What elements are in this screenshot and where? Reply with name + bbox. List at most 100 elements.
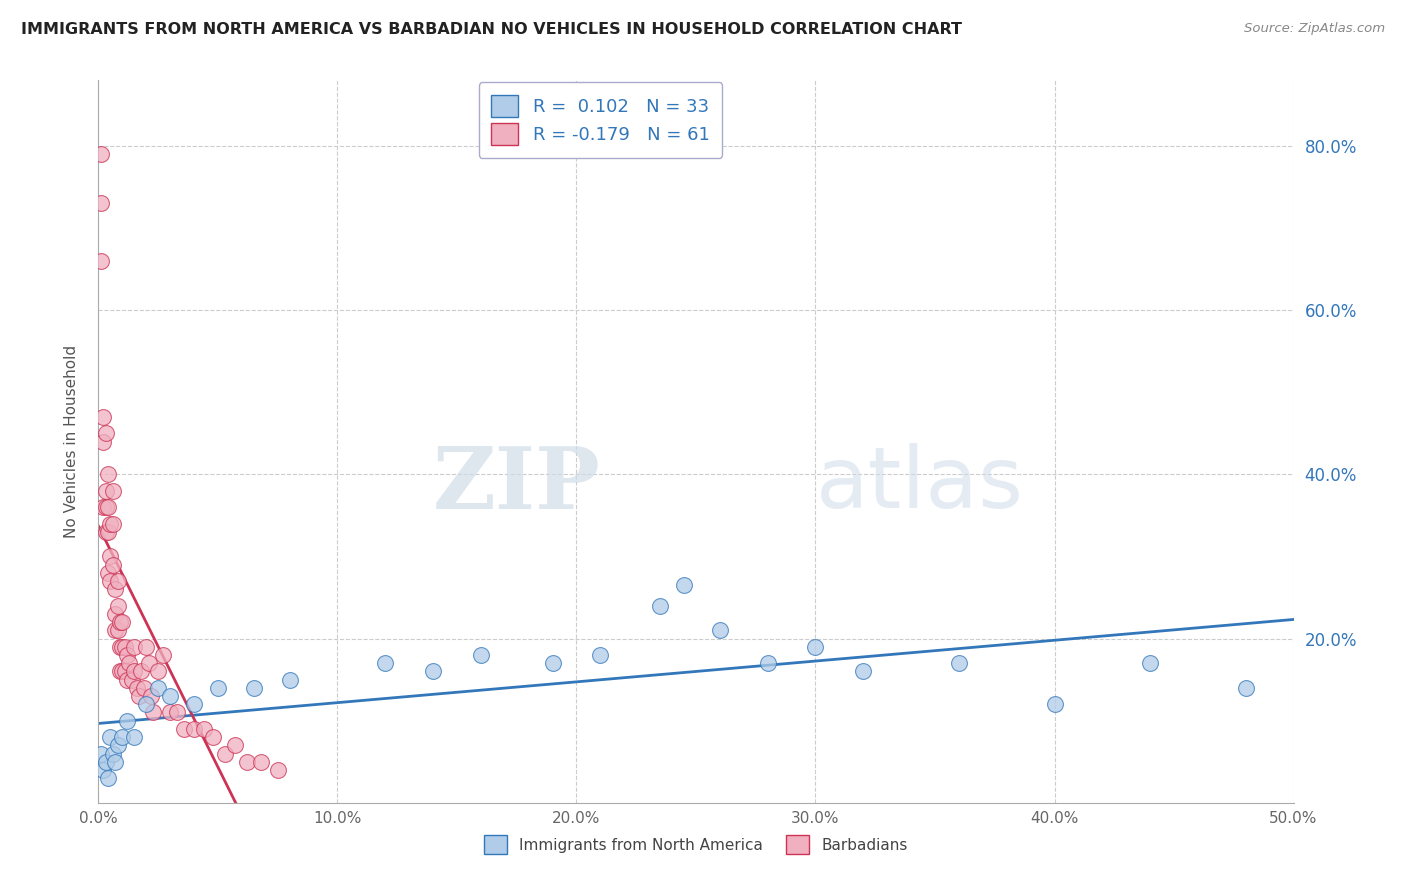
Point <box>278 673 301 687</box>
Point <box>91 500 114 515</box>
Point <box>224 739 246 753</box>
Point <box>183 722 205 736</box>
Point <box>673 578 696 592</box>
Point <box>422 665 444 679</box>
Point <box>1139 657 1161 671</box>
Text: atlas: atlas <box>815 443 1024 526</box>
Point <box>589 648 612 662</box>
Point <box>183 698 205 712</box>
Point <box>108 665 131 679</box>
Point <box>166 706 188 720</box>
Point <box>115 673 138 687</box>
Point <box>98 516 122 531</box>
Point <box>235 755 257 769</box>
Point <box>97 771 120 785</box>
Point <box>243 681 266 695</box>
Point <box>756 657 779 671</box>
Point <box>111 665 134 679</box>
Point <box>207 681 229 695</box>
Point <box>90 147 112 161</box>
Point <box>104 624 127 638</box>
Point <box>470 648 492 662</box>
Point <box>91 434 114 449</box>
Point <box>111 640 134 654</box>
Point <box>135 698 157 712</box>
Point <box>159 689 181 703</box>
Point <box>101 516 124 531</box>
Point <box>108 640 131 654</box>
Point <box>139 689 162 703</box>
Point <box>131 665 153 679</box>
Point <box>90 747 112 761</box>
Point <box>101 558 124 572</box>
Point <box>97 566 120 580</box>
Point <box>250 755 273 769</box>
Point <box>121 673 143 687</box>
Point <box>97 524 120 539</box>
Point <box>108 615 131 630</box>
Point <box>104 607 127 621</box>
Point <box>804 640 827 654</box>
Point <box>124 665 146 679</box>
Point <box>132 681 155 695</box>
Point <box>104 755 127 769</box>
Point <box>101 747 124 761</box>
Point <box>101 483 124 498</box>
Point <box>107 739 129 753</box>
Point <box>115 714 138 728</box>
Point <box>124 640 146 654</box>
Point <box>948 657 970 671</box>
Point <box>142 706 165 720</box>
Point <box>104 582 127 597</box>
Point <box>1043 698 1066 712</box>
Point <box>107 624 129 638</box>
Point <box>94 426 117 441</box>
Point <box>125 681 148 695</box>
Point <box>541 657 564 671</box>
Point <box>193 722 215 736</box>
Text: Source: ZipAtlas.com: Source: ZipAtlas.com <box>1244 22 1385 36</box>
Y-axis label: No Vehicles in Household: No Vehicles in Household <box>65 345 79 538</box>
Point <box>648 599 672 613</box>
Text: IMMIGRANTS FROM NORTH AMERICA VS BARBADIAN NO VEHICLES IN HOUSEHOLD CORRELATION : IMMIGRANTS FROM NORTH AMERICA VS BARBADI… <box>21 22 962 37</box>
Point <box>94 755 117 769</box>
Point <box>111 615 134 630</box>
Point <box>148 665 170 679</box>
Text: ZIP: ZIP <box>433 443 600 527</box>
Point <box>98 574 122 588</box>
Point <box>135 640 157 654</box>
Point <box>115 648 138 662</box>
Point <box>114 665 136 679</box>
Point <box>118 657 141 671</box>
Point <box>90 196 112 211</box>
Point <box>97 467 120 482</box>
Point <box>111 730 134 744</box>
Point <box>98 730 122 744</box>
Point <box>94 483 117 498</box>
Point <box>148 681 170 695</box>
Point <box>114 640 136 654</box>
Point <box>267 763 290 777</box>
Point <box>98 549 122 564</box>
Point <box>94 500 117 515</box>
Point <box>173 722 195 736</box>
Point <box>94 524 117 539</box>
Point <box>128 689 150 703</box>
Point <box>91 763 114 777</box>
Point <box>97 500 120 515</box>
Point <box>159 706 181 720</box>
Point <box>1234 681 1257 695</box>
Point <box>90 253 112 268</box>
Point <box>709 624 731 638</box>
Point <box>107 599 129 613</box>
Point <box>91 409 114 424</box>
Point <box>214 747 236 761</box>
Point <box>124 730 146 744</box>
Legend: Immigrants from North America, Barbadians: Immigrants from North America, Barbadian… <box>478 830 914 860</box>
Point <box>138 657 160 671</box>
Point <box>202 730 225 744</box>
Point <box>152 648 174 662</box>
Point <box>107 574 129 588</box>
Point <box>374 657 396 671</box>
Point <box>852 665 875 679</box>
